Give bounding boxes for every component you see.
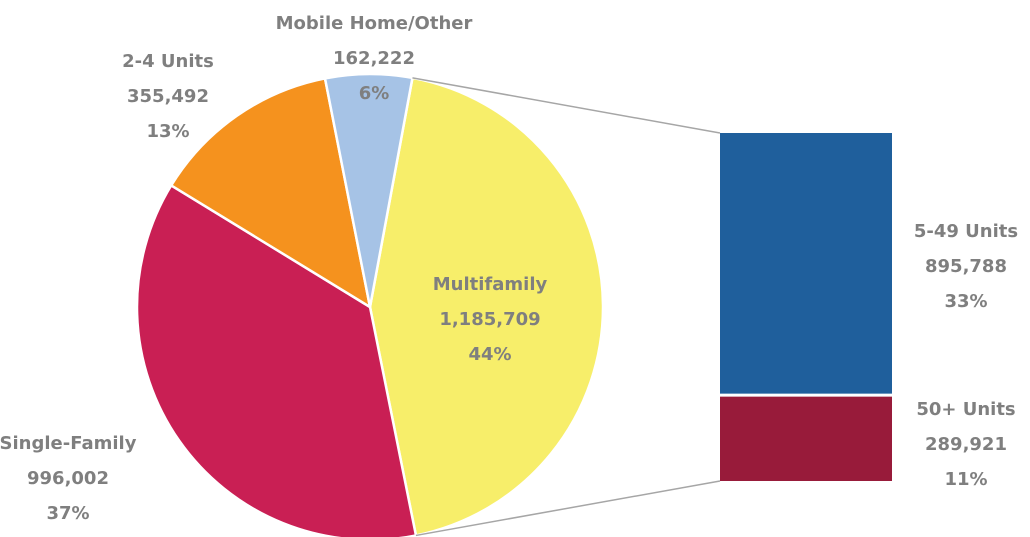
slice-label-name: 2-4 Units [122, 51, 214, 72]
bar-segment [720, 396, 892, 481]
bar-segment [720, 133, 892, 394]
bar-label-name: 5-49 Units [914, 221, 1018, 242]
bar-label-value: 289,921 [925, 434, 1007, 455]
pie-slice [323, 72, 414, 308]
pie-slice [135, 183, 418, 537]
slice-label-percent: 6% [359, 83, 390, 104]
slice-label-value: 355,492 [127, 86, 209, 107]
slice-label-percent: 13% [146, 121, 189, 142]
slice-label-percent: 44% [468, 344, 511, 365]
bar-label-value: 895,788 [925, 256, 1007, 277]
slice-label-name: Mobile Home/Other [276, 13, 473, 34]
slice-label-value: 1,185,709 [439, 309, 540, 330]
slice-label-value: 162,222 [333, 48, 415, 69]
connector-line [415, 480, 721, 537]
slice-label-name: Multifamily [433, 274, 548, 295]
bar-label-percent: 11% [944, 469, 987, 490]
pie-slice [169, 76, 372, 310]
slice-label-value: 996,002 [27, 468, 109, 489]
slice-label-percent: 37% [46, 503, 89, 524]
slice-label-name: Single-Family [0, 433, 137, 454]
connector-line [412, 77, 721, 134]
pie-slice [368, 76, 605, 537]
bar-label-name: 50+ Units [916, 399, 1015, 420]
bar-label-percent: 33% [944, 291, 987, 312]
